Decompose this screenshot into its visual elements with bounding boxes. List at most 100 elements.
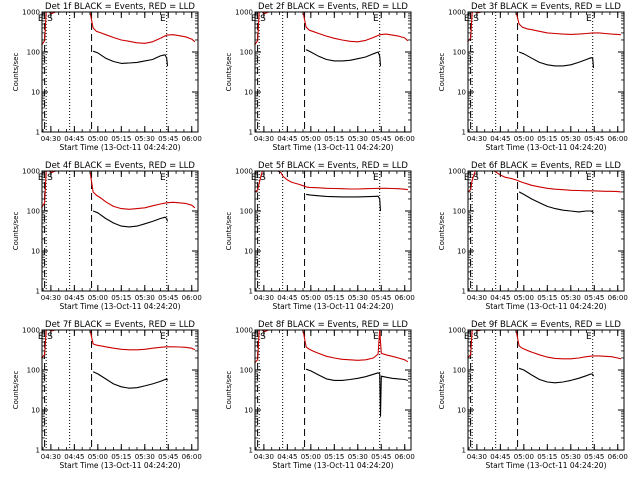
x-axis-label: Start Time (13-Oct-11 04:24:20) — [59, 302, 180, 311]
x-tick-label: 05:30 — [561, 135, 581, 143]
x-tick-label: 05:15 — [111, 135, 131, 143]
chart-title: Det 5f BLACK = Events, RED = LLD — [258, 161, 408, 171]
x-tick-label: 04:30 — [467, 135, 487, 143]
x-tick-label: 05:00 — [514, 135, 534, 143]
y-tick-label: 1 — [249, 129, 253, 137]
event-marker-label: E — [160, 14, 166, 24]
y-axis-label: Counts/sec — [12, 212, 20, 251]
event-marker-label: E — [38, 173, 44, 183]
event-marker-label: E — [38, 332, 44, 342]
x-tick-label: 06:00 — [182, 453, 202, 461]
y-tick-label: 100 — [240, 208, 253, 216]
x-tick-label: 05:45 — [158, 453, 178, 461]
plot-frame — [254, 170, 412, 292]
y-axis-label: Counts/sec — [12, 53, 20, 92]
y-tick-label: 10 — [457, 407, 466, 415]
x-tick-label: 05:00 — [88, 135, 108, 143]
events-series-line — [518, 367, 595, 384]
x-tick-label: 05:15 — [537, 294, 557, 302]
event-marker-label: E — [464, 14, 470, 24]
event-marker-label: S — [473, 14, 479, 24]
x-tick-label: 04:45 — [277, 294, 297, 302]
x-tick-label: 04:45 — [277, 453, 297, 461]
x-tick-label: 05:45 — [371, 135, 391, 143]
y-tick-label: 100 — [27, 208, 40, 216]
chart-title: Det 1f BLACK = Events, RED = LLD — [45, 2, 195, 12]
x-tick-label: 05:30 — [348, 135, 368, 143]
x-axis-label: Start Time (13-Oct-11 04:24:20) — [272, 302, 393, 311]
x-tick-label: 04:30 — [254, 453, 274, 461]
x-tick-label: 05:45 — [371, 294, 391, 302]
x-tick-label: 05:00 — [301, 294, 321, 302]
plot-frame — [467, 170, 625, 292]
events-series-line — [92, 371, 168, 389]
y-tick-label: 1000 — [448, 168, 466, 176]
y-tick-label: 1000 — [235, 327, 253, 335]
chart-title: Det 2f BLACK = Events, RED = LLD — [258, 2, 408, 12]
y-tick-label: 1000 — [22, 9, 40, 17]
x-tick-label: 05:30 — [348, 294, 368, 302]
chart-title: Det 9f BLACK = Events, RED = LLD — [471, 320, 621, 330]
event-marker-label: S — [47, 332, 53, 342]
y-tick-label: 10 — [457, 248, 466, 256]
event-marker-label: E — [586, 14, 592, 24]
x-axis-label: Start Time (13-Oct-11 04:24:20) — [272, 143, 393, 152]
plot-frame — [254, 11, 412, 133]
x-axis-label: Start Time (13-Oct-11 04:24:20) — [485, 302, 606, 311]
event-marker-label: S — [473, 173, 479, 183]
plot-frame — [467, 11, 625, 133]
x-tick-label: 04:45 — [490, 453, 510, 461]
x-tick-label: 05:30 — [348, 453, 368, 461]
y-axis-label: Counts/sec — [438, 371, 446, 410]
x-axis-label: Start Time (13-Oct-11 04:24:20) — [485, 143, 606, 152]
y-tick-label: 10 — [31, 407, 40, 415]
chart-title: Det 4f BLACK = Events, RED = LLD — [45, 161, 195, 171]
plot-frame — [467, 329, 625, 451]
chart-title: Det 8f BLACK = Events, RED = LLD — [258, 320, 408, 330]
y-tick-label: 1000 — [448, 327, 466, 335]
plot-frame — [254, 329, 412, 451]
x-tick-label: 05:30 — [561, 453, 581, 461]
x-axis-label: Start Time (13-Oct-11 04:24:20) — [272, 461, 393, 470]
x-tick-label: 06:00 — [395, 135, 415, 143]
x-tick-label: 05:45 — [584, 294, 604, 302]
x-tick-label: 04:45 — [277, 135, 297, 143]
events-series-line — [92, 210, 169, 228]
event-marker-label: S — [260, 173, 266, 183]
y-tick-label: 10 — [244, 407, 253, 415]
y-tick-label: 100 — [27, 49, 40, 57]
x-tick-label: 04:30 — [41, 453, 61, 461]
event-marker-label: S — [47, 173, 53, 183]
event-marker-label: S — [473, 332, 479, 342]
plot-frame — [41, 170, 199, 292]
x-tick-label: 06:00 — [395, 294, 415, 302]
x-tick-label: 05:15 — [111, 453, 131, 461]
y-tick-label: 1000 — [22, 168, 40, 176]
x-tick-label: 06:00 — [608, 453, 628, 461]
chart-title: Det 7f BLACK = Events, RED = LLD — [45, 320, 195, 330]
y-tick-label: 100 — [240, 367, 253, 375]
x-tick-label: 05:45 — [371, 453, 391, 461]
x-tick-label: 04:45 — [64, 135, 84, 143]
y-tick-label: 10 — [31, 248, 40, 256]
x-tick-label: 04:30 — [41, 135, 61, 143]
y-tick-label: 100 — [453, 208, 466, 216]
x-tick-label: 05:30 — [135, 453, 155, 461]
y-tick-label: 100 — [453, 49, 466, 57]
event-marker-label: S — [47, 14, 53, 24]
events-series-line — [305, 49, 382, 66]
y-tick-label: 100 — [27, 367, 40, 375]
y-tick-label: 1 — [249, 447, 253, 455]
event-marker-label: E — [586, 332, 592, 342]
y-axis-label: Counts/sec — [438, 53, 446, 92]
events-series-line — [518, 191, 594, 214]
event-marker-label: E — [160, 332, 166, 342]
events-series-line — [306, 193, 382, 212]
plot-frame — [41, 11, 199, 133]
y-tick-label: 100 — [453, 367, 466, 375]
